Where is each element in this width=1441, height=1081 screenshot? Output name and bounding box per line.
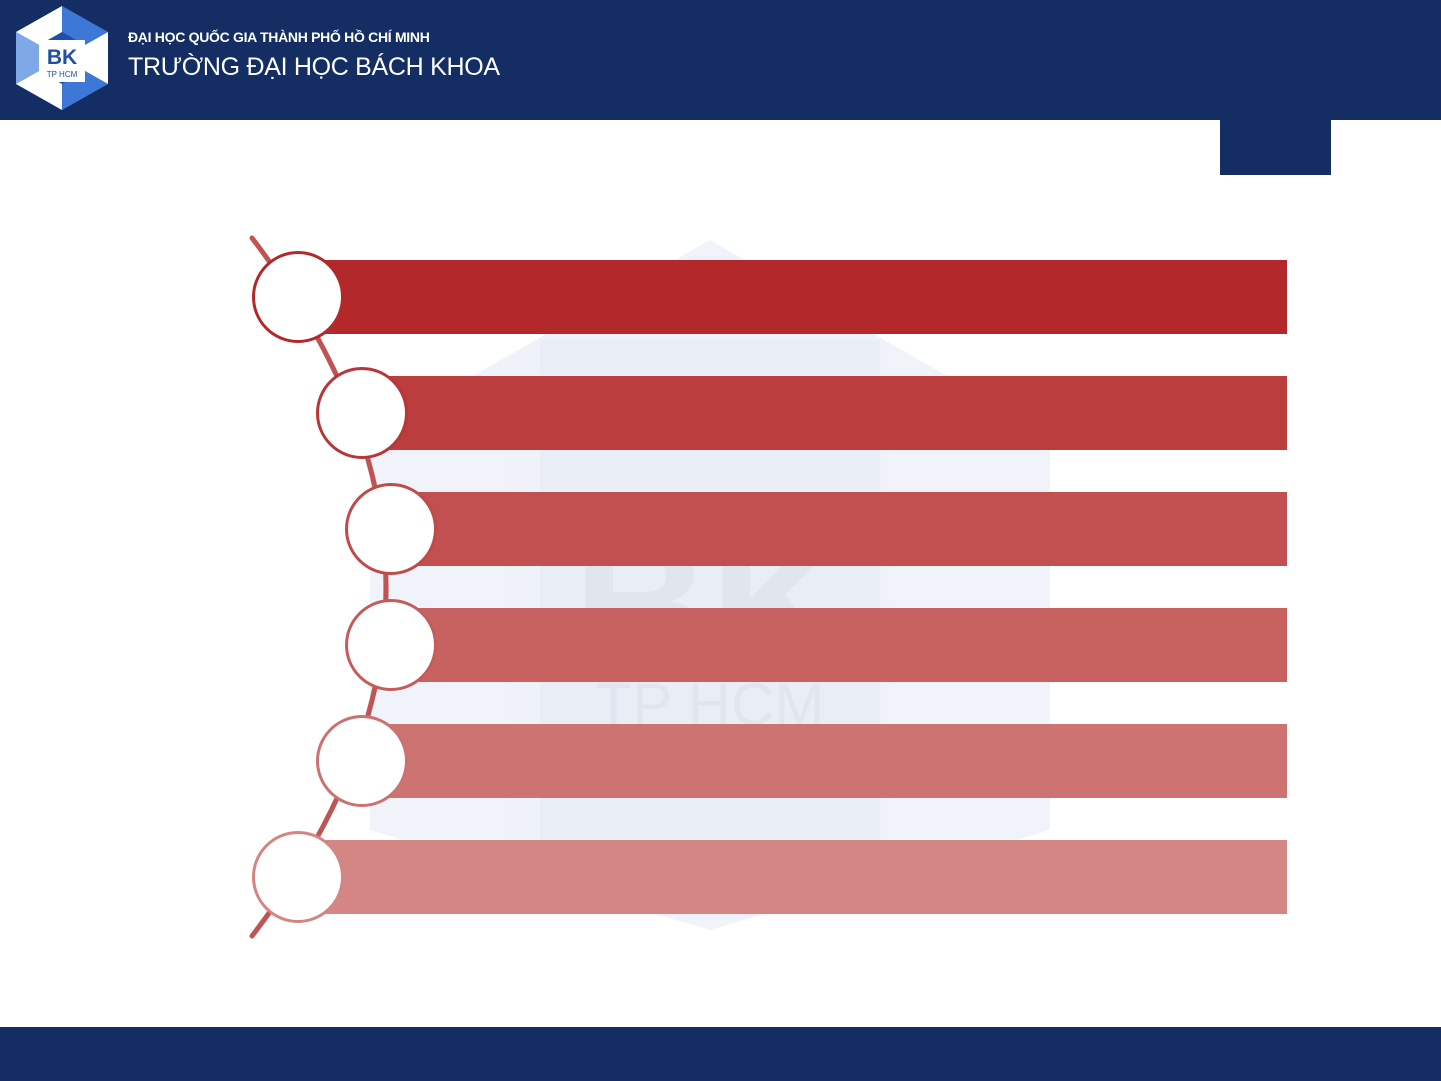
- logo-subtext: TP HCM: [47, 70, 78, 79]
- list-item-node-6: [252, 831, 344, 923]
- list-item-node-2: [316, 367, 408, 459]
- university-logo: BK TP HCM: [8, 4, 116, 112]
- list-item-node-4: [345, 599, 437, 691]
- list-item-node-1: [252, 251, 344, 343]
- list-item-bar-5: [362, 724, 1287, 798]
- list-item-node-3: [345, 483, 437, 575]
- header-bar: BK TP HCM ĐẠI HỌC QUỐC GIA THÀNH PHỐ HỒ …: [0, 0, 1441, 120]
- header-tab-block: [1220, 120, 1331, 175]
- university-name-line1: ĐẠI HỌC QUỐC GIA THÀNH PHỐ HỒ CHÍ MINH: [128, 29, 430, 45]
- list-item-node-5: [316, 715, 408, 807]
- list-item-bar-3: [391, 492, 1287, 566]
- logo-text: BK: [47, 46, 77, 69]
- list-item-bar-6: [298, 840, 1287, 914]
- list-item-bar-2: [362, 376, 1287, 450]
- footer-bar: [0, 1027, 1441, 1081]
- list-item-bar-1: [298, 260, 1287, 334]
- university-name-line2: TRƯỜNG ĐẠI HỌC BÁCH KHOA: [128, 53, 500, 81]
- list-item-bar-4: [391, 608, 1287, 682]
